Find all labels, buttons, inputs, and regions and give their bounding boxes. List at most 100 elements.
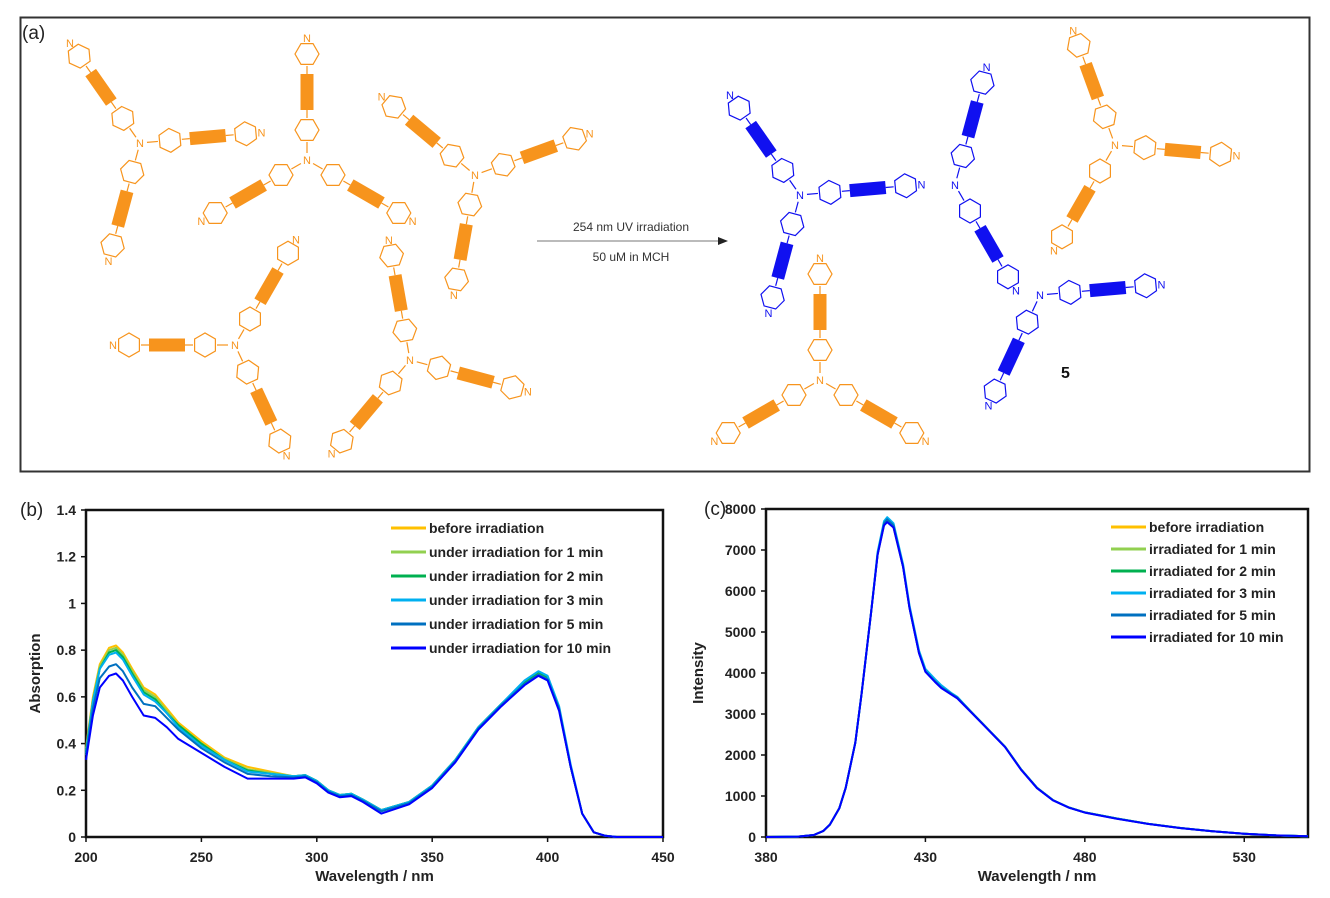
ring [119,159,145,185]
legend-label: under irradiation for 5 min [429,616,603,632]
chromophore-block [742,399,780,429]
y-tick-label: 0 [68,829,76,845]
molecule-arm: N [66,38,137,138]
legend-entry: irradiated for 1 min [1111,541,1276,557]
x-tick-label: 250 [190,849,214,865]
ring [100,233,125,258]
legend-entry: under irradiation for 2 min [391,568,603,584]
ring [727,95,751,121]
nitrogen-atom: N [136,138,144,150]
molecule: N N N [983,273,1166,413]
legend-label: before irradiation [1149,519,1264,535]
pyridine-nitrogen: N [197,216,205,228]
nitrogen-atom: N [1111,140,1119,152]
molecule-arm: N [950,62,995,179]
panel-a-frame [19,16,1311,473]
molecule-arm: N [1046,273,1166,305]
legend-label: irradiated for 2 min [1149,563,1276,579]
legend-entry: irradiated for 10 min [1111,629,1284,645]
ring [329,428,354,454]
pyridine-nitrogen: N [385,235,393,247]
y-tick-label: 0 [748,829,756,845]
panel-label: (b) [20,500,43,521]
ring [1133,135,1157,161]
chromophore-block [189,129,227,146]
y-tick-label: 8000 [725,501,756,517]
ring [970,70,995,95]
ring [386,202,412,224]
molecule: N N N N [1050,25,1241,257]
x-tick-label: 450 [651,849,675,865]
nitrogen-atom: N [951,180,959,192]
molecule: N N N N [710,253,929,448]
y-tick-label: 6000 [725,583,756,599]
pyridine-nitrogen: N [378,92,386,104]
plot-area [84,508,665,839]
molecule-arm: N [760,201,805,320]
molecule-arm: N [710,382,815,448]
nitrogen-atom: N [796,190,804,202]
legend-entry: irradiated for 5 min [1111,607,1276,623]
y-tick-label: 1.4 [57,502,77,518]
ring [439,143,465,168]
series-line-5 [85,672,663,838]
y-tick-label: 1 [68,595,76,611]
ring [194,332,216,358]
chromophore-block [1066,185,1096,223]
ring [958,198,982,224]
x-axis-title: Wavelength / nm [315,868,434,885]
ring [715,422,741,444]
ring [158,127,182,153]
ring [378,370,403,396]
ring [807,263,833,285]
reaction-condition-top: 254 nm UV irradiation [573,220,689,234]
ring [392,318,418,343]
molecule-arm: N [294,33,320,153]
pyridine-nitrogen: N [816,253,824,265]
x-tick-label: 300 [305,849,329,865]
chromophore-block [250,387,278,426]
ring [779,211,805,237]
legend-label: irradiated for 10 min [1149,629,1284,645]
ring [562,126,588,151]
chromophore-block [1164,142,1202,159]
molecule: N N N N [726,90,926,320]
legend-entry: before irradiation [1111,519,1264,535]
pyridine-nitrogen: N [984,401,992,413]
chromophore-block [111,189,134,228]
chromophore-block [961,100,984,139]
chromophore-block [974,225,1004,263]
molecule-arm: N [1066,25,1117,139]
pyridine-nitrogen: N [726,90,734,102]
panel-a-label: (a) [22,23,45,44]
legend-entry: under irradiation for 10 min [391,640,611,656]
pyridine-nitrogen: N [1050,246,1058,258]
molecule-arm: N [983,301,1039,413]
series-line-5 [765,521,1309,838]
ring [1088,158,1112,184]
y-tick-label: 3000 [725,706,756,722]
chromophore-block [456,366,495,389]
ring [111,105,135,132]
molecule-arm: N [378,92,471,171]
reaction-condition-bottom: 50 uM in MCH [593,250,670,264]
ring [899,422,925,444]
y-tick-label: 7000 [725,542,756,558]
ring [490,152,516,177]
y-tick-label: 0.8 [57,642,77,658]
nitrogen-atom: N [303,155,311,167]
nitrogen-atom: N [816,375,824,387]
panel-label: (c) [704,499,726,520]
y-tick-label: 2000 [725,747,756,763]
reaction-arrow-head-icon [718,237,728,245]
legend-label: under irradiation for 3 min [429,592,603,608]
molecule-arm: N [100,149,145,268]
legend-entry: irradiated for 3 min [1111,585,1276,601]
pyridine-nitrogen: N [303,33,311,45]
x-tick-label: 530 [1233,849,1257,865]
nitrogen-atom: N [1036,290,1044,302]
molecule-arm: N [416,355,532,400]
ring [1066,32,1091,58]
pyridine-nitrogen: N [283,451,291,463]
